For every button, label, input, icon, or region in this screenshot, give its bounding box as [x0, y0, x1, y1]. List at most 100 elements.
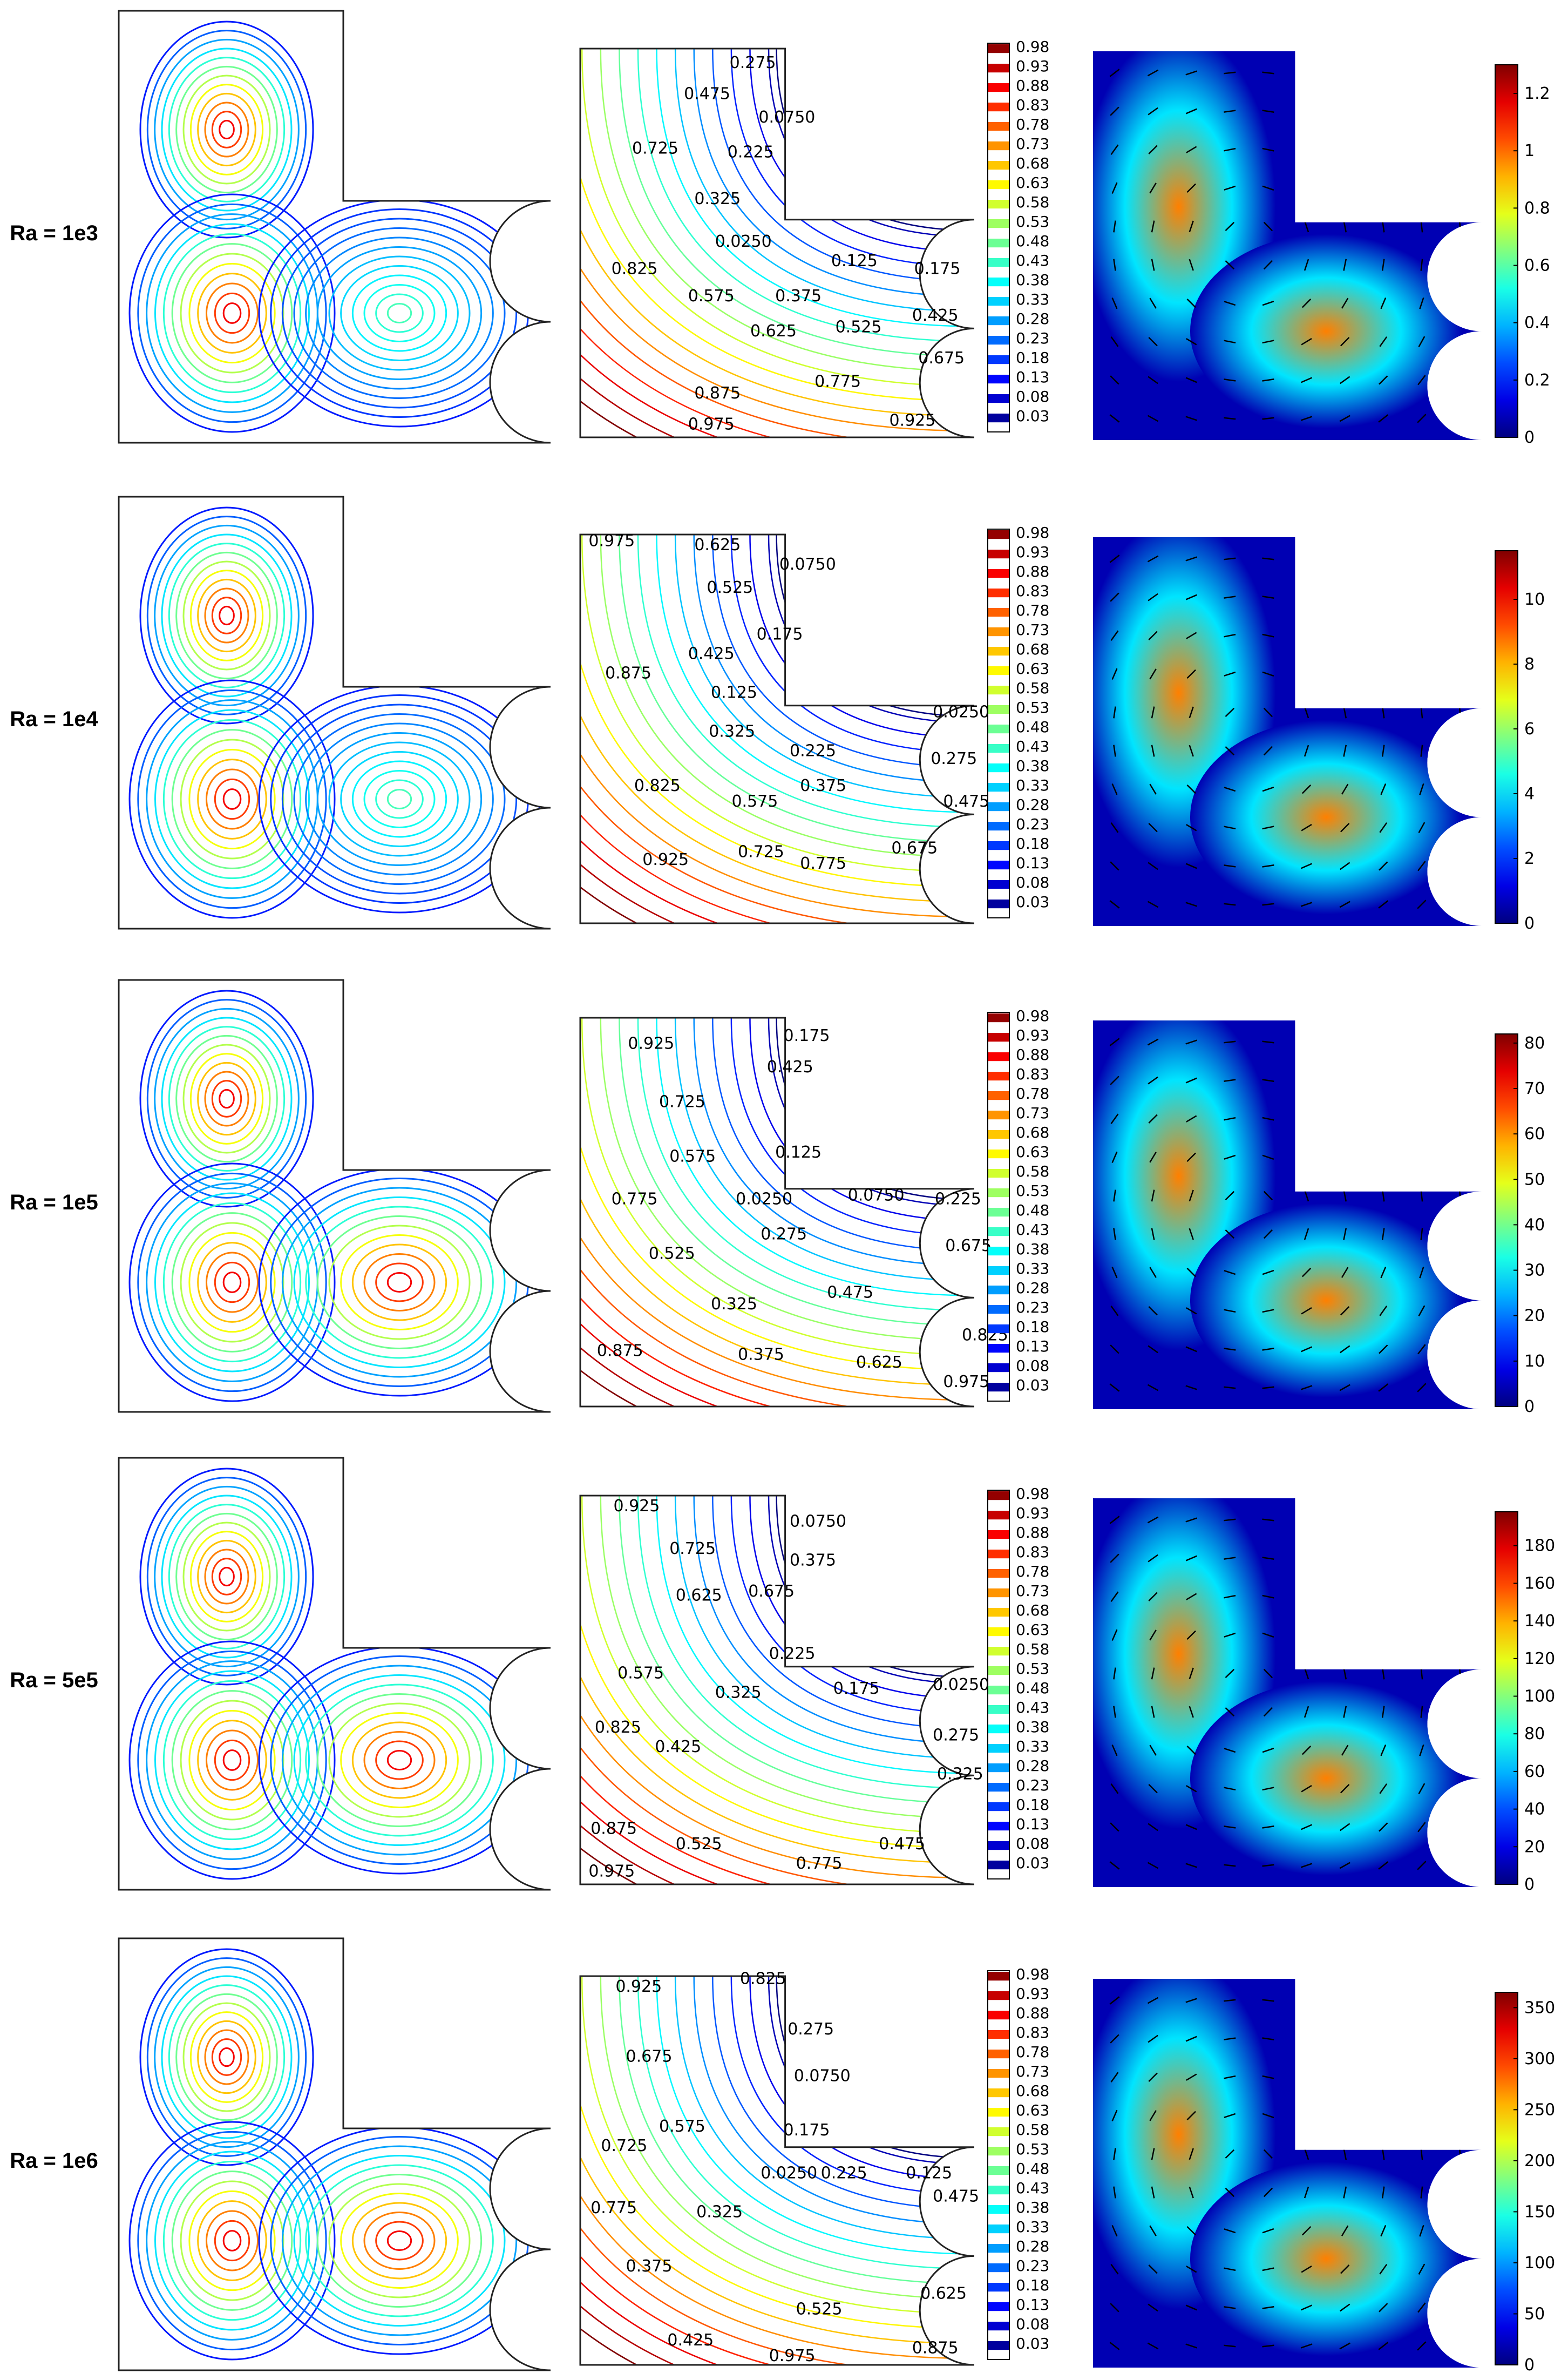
streamline [180, 739, 284, 860]
legend-swatch [988, 1227, 1009, 1236]
velocity-arrow [1343, 1189, 1347, 1202]
colorbar-tick-label: 2 [1524, 849, 1535, 868]
legend-label: 0.68 [1016, 154, 1049, 172]
legend-label: 0.53 [1016, 699, 1049, 716]
streamline [316, 732, 483, 866]
legend-swatch [988, 200, 1009, 209]
legend-label: 0.08 [1016, 1357, 1049, 1375]
isotherm-label: 0.625 [920, 2284, 967, 2303]
streamline [154, 38, 300, 221]
velocity-arrow [1113, 1667, 1116, 1680]
legend-swatch [988, 861, 1009, 870]
isotherm-label: 0.725 [669, 1539, 716, 1558]
streamline [180, 1222, 284, 1343]
isotherm-line [580, 1018, 974, 1407]
velocity-arrow [1379, 144, 1388, 155]
isotherm-line [656, 1976, 974, 2255]
streamline [214, 2220, 250, 2262]
streamline [171, 243, 293, 383]
isotherm-line [674, 49, 974, 313]
velocity-arrow [1456, 1995, 1464, 2006]
streamline [386, 303, 412, 323]
colorbar-tick-label: 1 [1524, 141, 1535, 160]
velocity-arrow [1378, 1038, 1389, 1046]
velocity-arrow [1456, 860, 1464, 871]
velocity-arrow [1341, 1267, 1349, 1278]
velocity-arrow [1148, 2303, 1158, 2312]
velocity-arrow [1417, 592, 1426, 603]
velocity-arrow [1113, 745, 1116, 757]
legend-label: 0.78 [1016, 2043, 1049, 2061]
velocity-arrow [1110, 2072, 1119, 2082]
legend-label: 0.88 [1016, 563, 1049, 580]
streamline [206, 1729, 259, 1791]
legend-label: 0.73 [1016, 621, 1049, 639]
isotherm-line [768, 1018, 974, 1207]
legend-label: 0.43 [1016, 252, 1049, 269]
streamline [293, 1196, 506, 1368]
isotherm-label: 0.425 [655, 1737, 701, 1756]
velocity-arrow [1457, 2263, 1463, 2275]
velocity-arrow [1419, 182, 1424, 194]
velocity-arrow [1343, 2148, 1347, 2160]
velocity-arrow [1148, 1306, 1158, 1316]
velocity-arrow [1339, 69, 1350, 77]
velocity-arrow [1262, 1309, 1274, 1313]
streamline [137, 1172, 327, 1392]
velocity-arrow [1262, 1557, 1274, 1560]
isotherm-line [712, 535, 974, 768]
isotherm-label: 0.225 [769, 1644, 816, 1663]
legend-label: 0.48 [1016, 1679, 1049, 1697]
velocity-arrow [1151, 745, 1155, 757]
velocity-arrow [1456, 592, 1464, 603]
velocity-arrow [1110, 2264, 1119, 2275]
velocity-arrow [1304, 1189, 1309, 1202]
isotherm-line [580, 49, 974, 437]
colorbar-tick-label: 80 [1524, 1034, 1545, 1053]
isotherm-line [637, 1976, 974, 2270]
velocity-arrow [1262, 2113, 1274, 2119]
legend-label: 0.83 [1016, 96, 1049, 114]
streamline [146, 30, 307, 229]
legend-label: 0.38 [1016, 1718, 1049, 1736]
velocity-arrow [1456, 1037, 1464, 1047]
legend-swatch [988, 1266, 1009, 1275]
streamline [204, 102, 249, 158]
velocity-arrow [1109, 2342, 1120, 2350]
velocity-arrow [1379, 861, 1388, 871]
velocity-arrow [1185, 70, 1198, 76]
velocity-arrow [1300, 1346, 1313, 1353]
streamline [139, 21, 314, 239]
streamline [146, 516, 307, 715]
velocity-arrow [1111, 668, 1118, 680]
legend-swatch [988, 1705, 1009, 1714]
velocity-arrow [1341, 1745, 1349, 1756]
streamline [139, 990, 314, 1208]
velocity-arrow [1380, 2225, 1387, 2237]
velocity-arrow [1457, 297, 1463, 309]
legend-swatch [988, 1091, 1009, 1100]
velocity-arrow [1301, 669, 1312, 679]
legend-swatch [988, 1530, 1009, 1539]
velocity-arrow [1343, 259, 1347, 271]
isotherm-line [580, 535, 974, 888]
velocity-arrow [1225, 221, 1235, 232]
streamline [197, 2200, 267, 2281]
velocity-arrow [1185, 1385, 1198, 1390]
velocity-arrow [1148, 1784, 1158, 1794]
velocity-arrow [1379, 2072, 1388, 2082]
legend-label: 0.93 [1016, 1504, 1049, 1522]
isotherm-label: 0.225 [821, 2163, 867, 2182]
isotherm-line [637, 49, 974, 342]
isotherm-line [749, 1976, 974, 2180]
velocity-arrow [1418, 2071, 1426, 2083]
velocity-arrow [1417, 2341, 1427, 2351]
legend-label: 0.43 [1016, 1221, 1049, 1239]
legend-swatch [988, 414, 1009, 423]
streamline [316, 2174, 483, 2308]
isotherm-label: 0.325 [937, 1765, 983, 1784]
colorbar-tick-label: 0 [1524, 2356, 1535, 2375]
streamline [375, 293, 424, 333]
velocity-arrow [1340, 593, 1350, 601]
isotherm-line [637, 1496, 974, 1789]
